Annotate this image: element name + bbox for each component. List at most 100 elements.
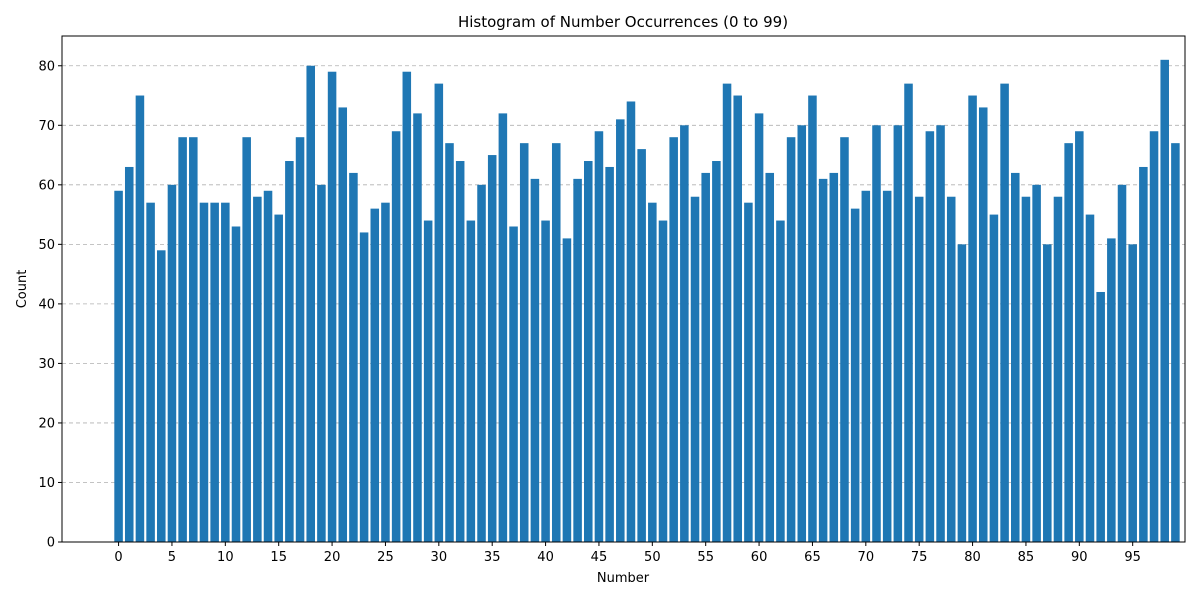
y-tick-label: 10 bbox=[38, 476, 55, 491]
y-tick-label: 30 bbox=[38, 357, 55, 372]
histogram-bar bbox=[381, 202, 390, 542]
y-tick-label: 40 bbox=[38, 297, 55, 312]
y-tick-label: 0 bbox=[47, 536, 55, 551]
x-tick-label: 95 bbox=[1124, 550, 1141, 565]
histogram-bar bbox=[263, 190, 273, 542]
y-tick-label: 20 bbox=[38, 416, 55, 431]
x-tick-label: 55 bbox=[697, 550, 714, 565]
histogram-bar bbox=[402, 71, 412, 542]
histogram-bar bbox=[413, 113, 422, 542]
histogram-bar bbox=[242, 137, 251, 542]
histogram-bar bbox=[701, 172, 710, 542]
plot-frame bbox=[61, 35, 1186, 543]
histogram-bar bbox=[648, 202, 657, 542]
histogram-bar bbox=[1043, 244, 1052, 542]
y-axis-title: Count bbox=[15, 270, 30, 309]
histogram-bar bbox=[509, 226, 518, 542]
histogram-bar bbox=[872, 125, 881, 542]
histogram-bar bbox=[327, 71, 337, 542]
histogram-bar bbox=[274, 214, 283, 542]
histogram-bar bbox=[551, 143, 561, 542]
x-tick-label: 85 bbox=[1018, 550, 1035, 565]
histogram-bar bbox=[808, 95, 817, 542]
x-tick-label: 60 bbox=[751, 550, 768, 565]
x-tick-label: 5 bbox=[168, 550, 176, 565]
chart-title: Histogram of Number Occurrences (0 to 99… bbox=[458, 13, 788, 31]
histogram-bar bbox=[434, 83, 444, 542]
histogram-bar bbox=[690, 196, 700, 542]
histogram-bar bbox=[829, 172, 839, 542]
histogram-bar bbox=[146, 202, 155, 542]
x-tick-label: 0 bbox=[114, 550, 122, 565]
histogram-bar bbox=[391, 131, 401, 542]
histogram-bar bbox=[253, 196, 262, 542]
histogram-bar bbox=[157, 250, 166, 542]
x-tick-label: 20 bbox=[324, 550, 341, 565]
histogram-bar bbox=[893, 125, 903, 542]
y-tick-label: 50 bbox=[38, 238, 55, 253]
histogram-bar bbox=[487, 155, 497, 542]
x-tick-label: 35 bbox=[484, 550, 501, 565]
histogram-bar bbox=[968, 95, 977, 542]
histogram-bar bbox=[882, 190, 892, 542]
histogram-bar bbox=[658, 220, 668, 542]
histogram-bar bbox=[925, 131, 935, 542]
histogram-bar bbox=[616, 119, 625, 542]
x-tick-label: 50 bbox=[644, 550, 661, 565]
histogram-bar bbox=[776, 220, 785, 542]
histogram-bar bbox=[733, 95, 742, 542]
histogram-bar bbox=[1075, 131, 1084, 542]
histogram-bar bbox=[594, 131, 604, 542]
histogram-bar bbox=[818, 178, 828, 542]
histogram-bar bbox=[1139, 166, 1148, 542]
y-tick-label: 70 bbox=[38, 119, 55, 134]
histogram-bar bbox=[605, 166, 614, 542]
axis-layer: 0 5 10 15 20 25 30 35 40 45 50 55 60 65 70 75 80 85 90 95 0 1… bbox=[38, 35, 1186, 565]
histogram-bar bbox=[914, 196, 924, 542]
x-tick-label: 45 bbox=[591, 550, 608, 565]
histogram-bar bbox=[178, 137, 187, 542]
histogram-bar bbox=[786, 137, 796, 542]
histogram-bar bbox=[519, 143, 529, 542]
histogram-bar bbox=[1085, 214, 1095, 542]
x-tick-label: 65 bbox=[804, 550, 821, 565]
histogram-bar bbox=[445, 143, 454, 542]
histogram-bar bbox=[221, 202, 230, 542]
histogram-bar bbox=[1107, 238, 1116, 542]
histogram-bar bbox=[904, 83, 913, 542]
histogram-bar bbox=[936, 125, 945, 542]
histogram-bar bbox=[1010, 172, 1020, 542]
histogram-bar bbox=[210, 202, 219, 542]
x-tick-label: 30 bbox=[431, 550, 448, 565]
histogram-bar bbox=[861, 190, 871, 542]
histogram-bar bbox=[989, 214, 999, 542]
histogram-bar bbox=[530, 178, 540, 542]
x-tick-label: 70 bbox=[858, 550, 875, 565]
histogram-bar bbox=[1053, 196, 1063, 542]
histogram-bar bbox=[306, 65, 315, 542]
histogram-bar bbox=[946, 196, 956, 542]
histogram-bar bbox=[1149, 131, 1159, 542]
histogram-bar bbox=[744, 202, 753, 542]
histogram-bar bbox=[167, 184, 177, 542]
histogram-bar bbox=[285, 161, 294, 542]
x-axis-title: Number bbox=[597, 571, 650, 586]
x-tick-label: 90 bbox=[1071, 550, 1088, 565]
histogram-bar bbox=[1128, 244, 1137, 542]
histogram-bar bbox=[978, 107, 988, 542]
histogram-bar bbox=[1160, 59, 1169, 542]
x-tick-label: 25 bbox=[377, 550, 394, 565]
histogram-bar bbox=[1000, 83, 1009, 542]
histogram-bar bbox=[1171, 143, 1180, 542]
y-tick-label: 80 bbox=[38, 59, 55, 74]
histogram-bar bbox=[1021, 196, 1031, 542]
histogram-bar bbox=[423, 220, 433, 542]
histogram-bar bbox=[637, 149, 646, 542]
histogram-bar bbox=[349, 172, 358, 542]
histogram-bar bbox=[680, 125, 689, 542]
histogram-bar bbox=[1117, 184, 1127, 542]
histogram-bar bbox=[626, 101, 636, 542]
histogram-bar bbox=[765, 172, 775, 542]
